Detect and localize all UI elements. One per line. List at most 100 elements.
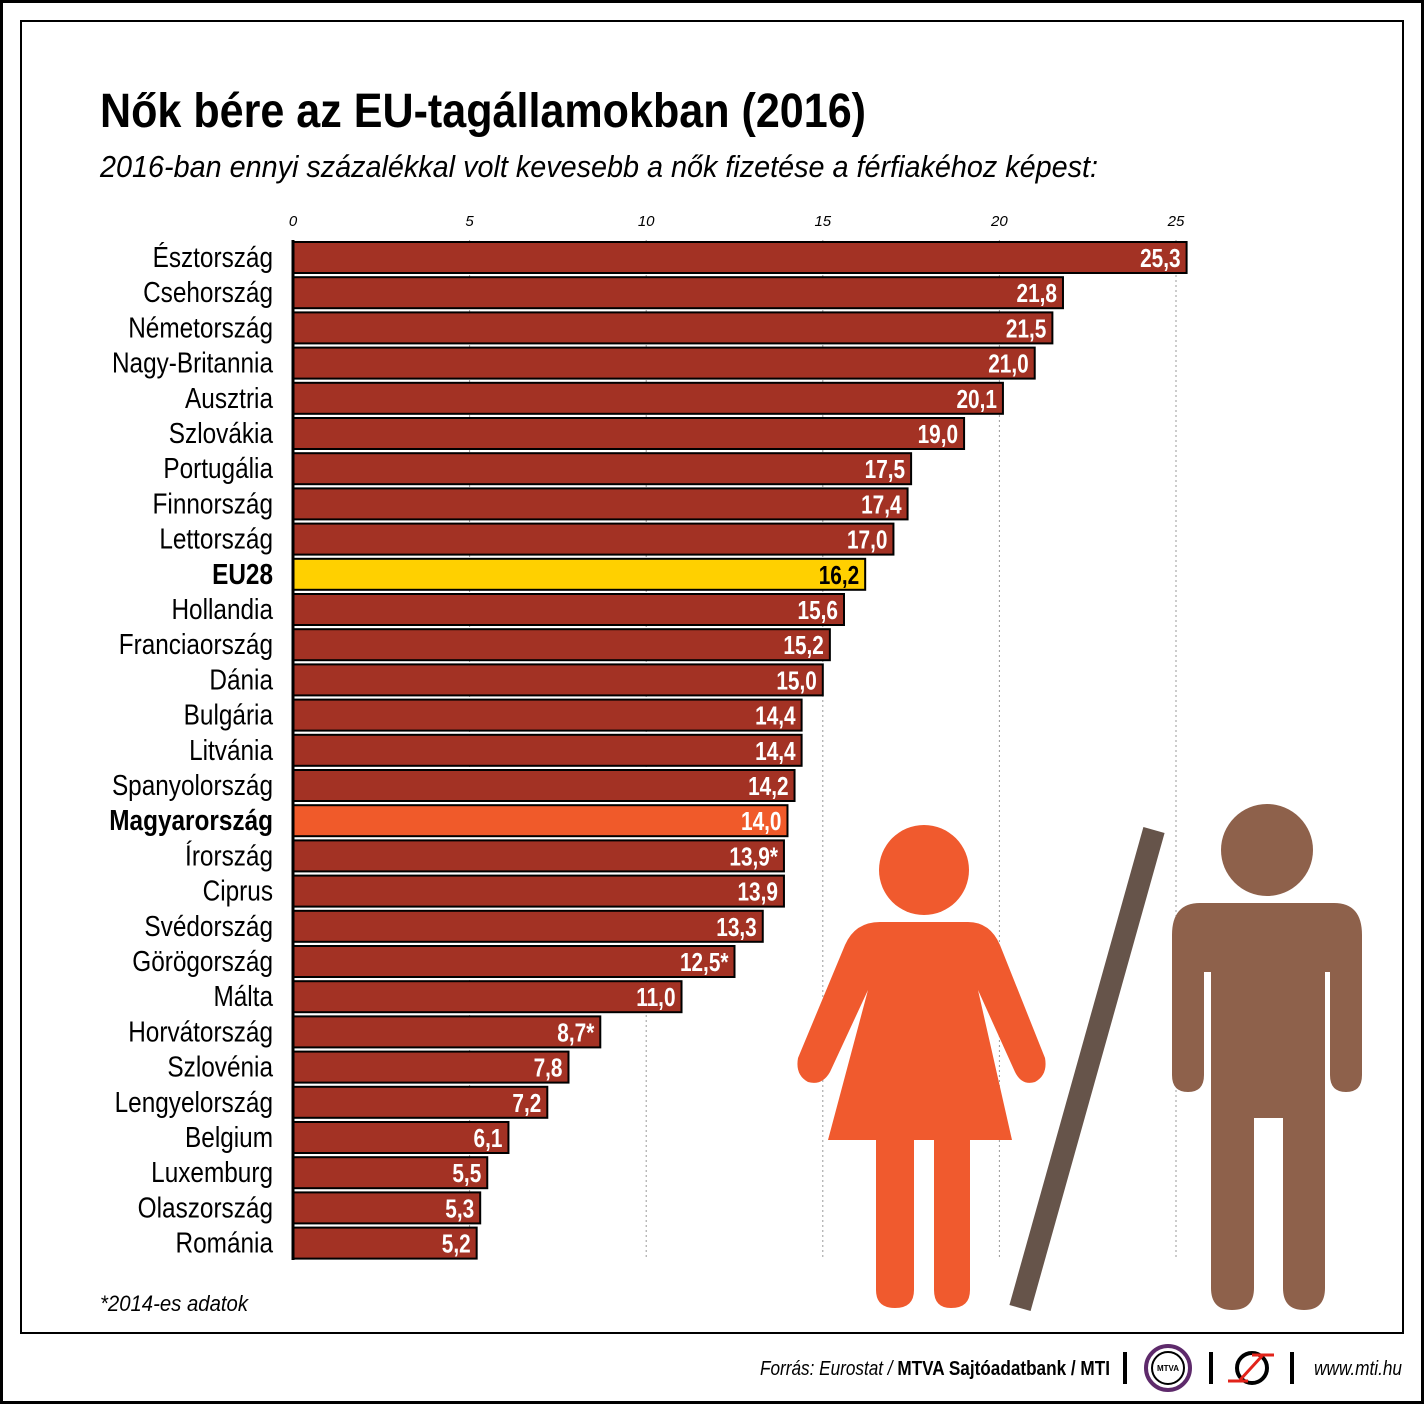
bar [292, 1121, 510, 1154]
category-label: Németország [128, 311, 273, 343]
mtva-logo-icon: MTVA [1144, 1344, 1192, 1392]
bar-row: Szlovákia 19,0 [169, 417, 966, 450]
category-label: Szlovénia [167, 1051, 273, 1083]
value-label: 14,4 [755, 737, 795, 766]
bar [292, 557, 867, 591]
value-label: 13,9 [737, 877, 777, 906]
category-label: Hollandia [171, 593, 273, 625]
chart-subtitle: 2016-ban ennyi százalékkal volt kevesebb… [99, 149, 1098, 184]
category-label: Magyarország [109, 804, 273, 836]
mti-logo-icon [1228, 1351, 1274, 1385]
bar [292, 980, 683, 1014]
footer-separator [1123, 1352, 1127, 1384]
value-label: 17,4 [861, 490, 901, 519]
x-tick-label: 5 [465, 213, 474, 230]
value-label: 15,2 [783, 631, 823, 660]
value-label: 15,0 [776, 666, 816, 695]
category-label: Spanyolország [112, 769, 273, 801]
bar-row: Románia 5,2 [176, 1226, 478, 1260]
value-label: 8,7* [557, 1018, 595, 1047]
bar-row: Litvánia 14,4 [189, 733, 803, 767]
category-label: Észtország [153, 241, 273, 273]
man-figure-icon [1172, 804, 1362, 1310]
bar [292, 276, 1064, 310]
value-label: 19,0 [918, 420, 958, 449]
x-tick-labels: 0 5 10 15 20 25 [289, 213, 1185, 230]
bar-row: Magyarország 14,0 [109, 804, 789, 838]
category-label: Dánia [209, 663, 273, 695]
source-prefix: Forrás: Eurostat / [760, 1358, 897, 1380]
bar [292, 839, 785, 873]
bar-row: Hollandia 15,6 [171, 593, 845, 626]
inner-frame [20, 20, 1404, 1334]
category-label: Írország [185, 839, 273, 871]
category-label: Horvátország [128, 1015, 273, 1047]
bar-row: Lettország 17,0 [159, 522, 895, 556]
value-label: 6,1 [474, 1124, 503, 1153]
value-label: 13,9* [729, 842, 778, 871]
bar [292, 1085, 549, 1119]
bar-row: Franciaország 15,2 [119, 628, 831, 662]
bar-row: Finnország 17,4 [153, 487, 909, 521]
value-label: 14,4 [755, 701, 795, 730]
value-label: 21,8 [1017, 279, 1057, 308]
bar-row: Olaszország 5,3 [138, 1191, 482, 1225]
bar [292, 909, 764, 943]
category-label: Lengyelország [115, 1086, 273, 1118]
value-label: 12,5* [680, 948, 729, 977]
bar [292, 487, 909, 521]
category-label: Lettország [159, 523, 273, 555]
bar [292, 346, 1036, 380]
bar [292, 311, 1054, 345]
bar-row: Ciprus 13,9 [203, 874, 785, 908]
bar [292, 945, 736, 978]
category-label: Szlovákia [169, 417, 273, 449]
bar-row: Bulgária 14,4 [184, 698, 803, 732]
bar [292, 663, 824, 697]
x-tick-label: 10 [638, 213, 655, 230]
bar-row: Görögország 12,5* [132, 945, 736, 978]
value-label: 5,2 [442, 1229, 471, 1258]
bar-row: Luxemburg 5,5 [151, 1156, 489, 1190]
bar-row: Horvátország 8,7* [128, 1015, 602, 1049]
bar [292, 593, 845, 626]
bar-row: Dánia 15,0 [209, 663, 824, 697]
bar [292, 1050, 570, 1084]
source-bold: MTVA Sajtóadatbank / MTI [897, 1358, 1110, 1380]
chart-title: Nők bére az EU-tagállamokban (2016) [100, 85, 866, 138]
value-label: 7,8 [534, 1053, 563, 1082]
category-label: Finnország [153, 487, 273, 519]
bar [292, 698, 803, 732]
bar [292, 733, 803, 767]
bar-row: Málta 11,0 [213, 980, 683, 1014]
source-credit: Forrás: Eurostat / MTVA Sajtóadatbank / … [760, 1358, 1110, 1380]
category-label: Franciaország [119, 628, 273, 660]
category-label: Luxemburg [151, 1156, 273, 1188]
bar-row: Svédország 13,3 [144, 909, 764, 943]
bar [292, 1015, 602, 1049]
value-label: 20,1 [956, 385, 996, 414]
x-tick-label: 25 [1167, 213, 1185, 230]
category-label: Litvánia [189, 734, 273, 766]
website-link[interactable]: www.mti.hu [1314, 1358, 1402, 1380]
value-label: 21,0 [988, 349, 1028, 378]
x-tick-label: 15 [814, 213, 831, 230]
slash-divider [1009, 827, 1165, 1311]
bar-row: Észtország 25,3 [153, 241, 1188, 274]
value-label: 17,0 [847, 525, 887, 554]
category-label: Belgium [185, 1121, 273, 1153]
bar-row: Portugália 17,5 [163, 452, 913, 486]
value-label: 25,3 [1140, 244, 1180, 273]
category-label: Olaszország [138, 1191, 273, 1223]
bar [292, 522, 895, 556]
bar [292, 417, 966, 450]
category-label: Ausztria [185, 382, 273, 414]
category-label: Portugália [163, 452, 273, 484]
bar-row: Ausztria 20,1 [185, 381, 1004, 415]
bar-row: EU28 16,2 [212, 557, 867, 591]
x-tick-label: 20 [990, 213, 1008, 230]
footnote: *2014-es adatok [100, 1291, 249, 1316]
bar-row: Lengyelország 7,2 [115, 1085, 549, 1119]
value-label: 16,2 [819, 561, 859, 590]
